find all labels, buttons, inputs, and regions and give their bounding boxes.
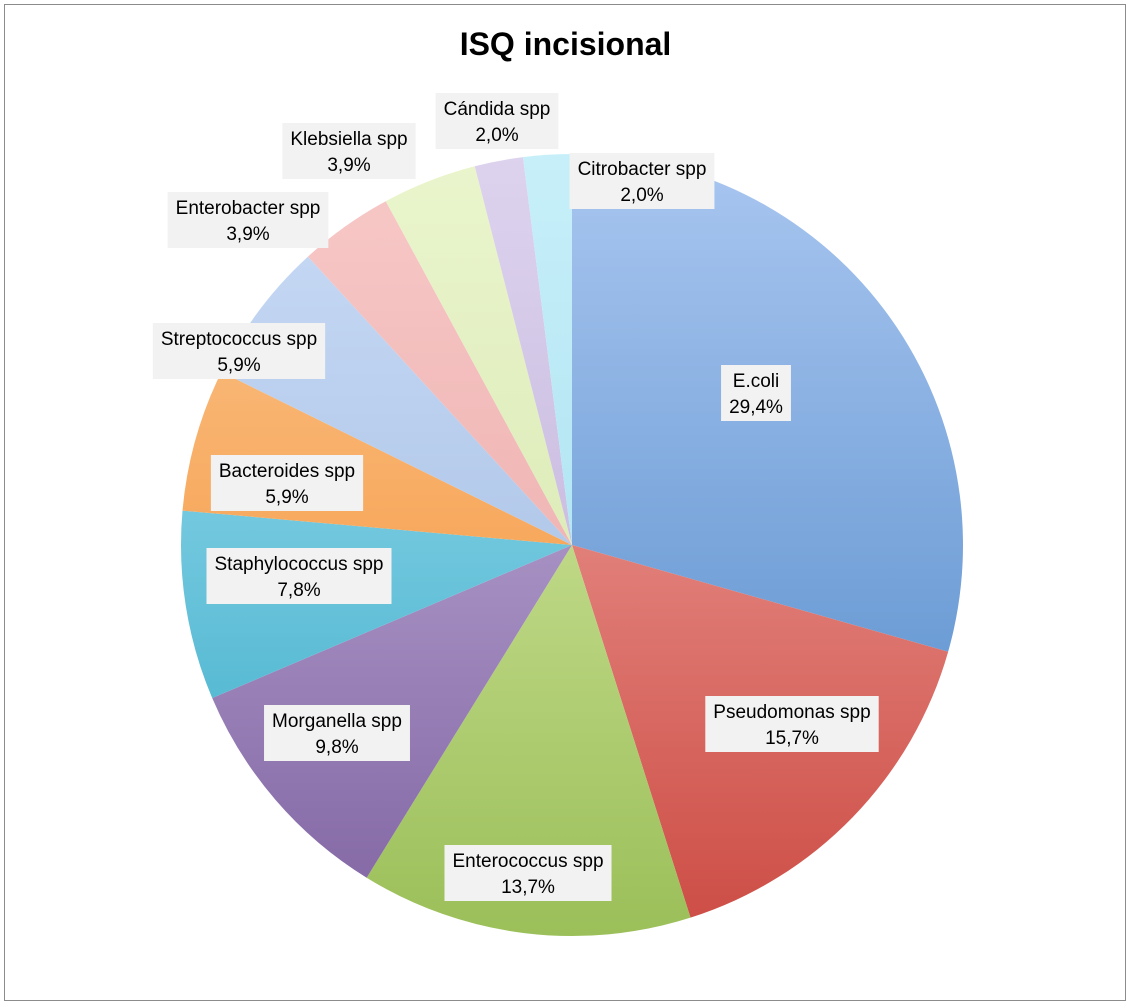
data-label: Klebsiella spp 3,9% xyxy=(282,123,416,179)
data-label-value: 3,9% xyxy=(226,224,269,245)
data-label-value: 2,0% xyxy=(620,185,663,206)
data-label-box xyxy=(167,192,329,248)
data-label: Citrobacter spp 2,0% xyxy=(569,153,715,209)
data-label-category: E.coli xyxy=(733,371,779,392)
data-label-box xyxy=(152,323,326,379)
pie-slice-enterococcus-spp xyxy=(366,545,691,936)
pie-slice-enterobacter-spp xyxy=(307,201,572,545)
data-label-value: 13,7% xyxy=(501,877,555,898)
data-label: Streptococcus spp 5,9% xyxy=(152,323,326,379)
data-label-category: Cándida spp xyxy=(444,99,551,120)
data-label: Cándida spp 2,0% xyxy=(435,93,559,149)
data-label: E.coli 29,4% xyxy=(721,365,791,421)
pie-slice-klebsiella-spp xyxy=(385,166,572,545)
chart-title: ISQ incisional xyxy=(459,26,672,62)
data-label-category: Enterococcus spp xyxy=(452,851,603,872)
data-label-value: 9,8% xyxy=(315,737,358,758)
data-label-box xyxy=(206,548,392,604)
data-label: Bacteroides spp 5,9% xyxy=(210,455,364,511)
data-label-value: 3,9% xyxy=(327,155,370,176)
data-label-box xyxy=(264,705,410,761)
data-label: Morganella spp 9,8% xyxy=(264,705,410,761)
data-label-box xyxy=(282,123,416,179)
data-label-category: Klebsiella spp xyxy=(290,129,407,150)
data-label-box xyxy=(569,153,715,209)
data-label-value: 2,0% xyxy=(475,125,518,146)
data-label-value: 5,9% xyxy=(217,355,260,376)
data-label-value: 5,9% xyxy=(265,487,308,508)
data-label-category: Bacteroides spp xyxy=(219,461,355,482)
data-label-value: 15,7% xyxy=(765,728,819,749)
pie-slice-citrobacter-spp xyxy=(522,154,572,545)
pie-slice-c-ndida-spp xyxy=(474,157,572,545)
data-label-category: Morganella spp xyxy=(272,711,402,732)
data-label-box xyxy=(721,365,791,421)
data-label: Pseudomonas spp 15,7% xyxy=(705,696,879,752)
data-label-box xyxy=(210,455,364,511)
data-label-value: 7,8% xyxy=(277,580,320,601)
data-label-box xyxy=(444,845,612,901)
data-label-box xyxy=(435,93,559,149)
data-label-category: Streptococcus spp xyxy=(161,329,317,350)
data-label-category: Enterobacter spp xyxy=(176,198,321,219)
data-label-category: Citrobacter spp xyxy=(578,159,707,180)
data-label: Enterobacter spp 3,9% xyxy=(167,192,329,248)
data-label-category: Pseudomonas spp xyxy=(713,702,870,723)
data-label: Enterococcus spp 13,7% xyxy=(444,845,612,901)
data-label-box xyxy=(705,696,879,752)
data-label: Staphylococcus spp 7,8% xyxy=(206,548,392,604)
data-label-value: 29,4% xyxy=(729,397,783,418)
data-label-category: Staphylococcus spp xyxy=(215,554,384,575)
